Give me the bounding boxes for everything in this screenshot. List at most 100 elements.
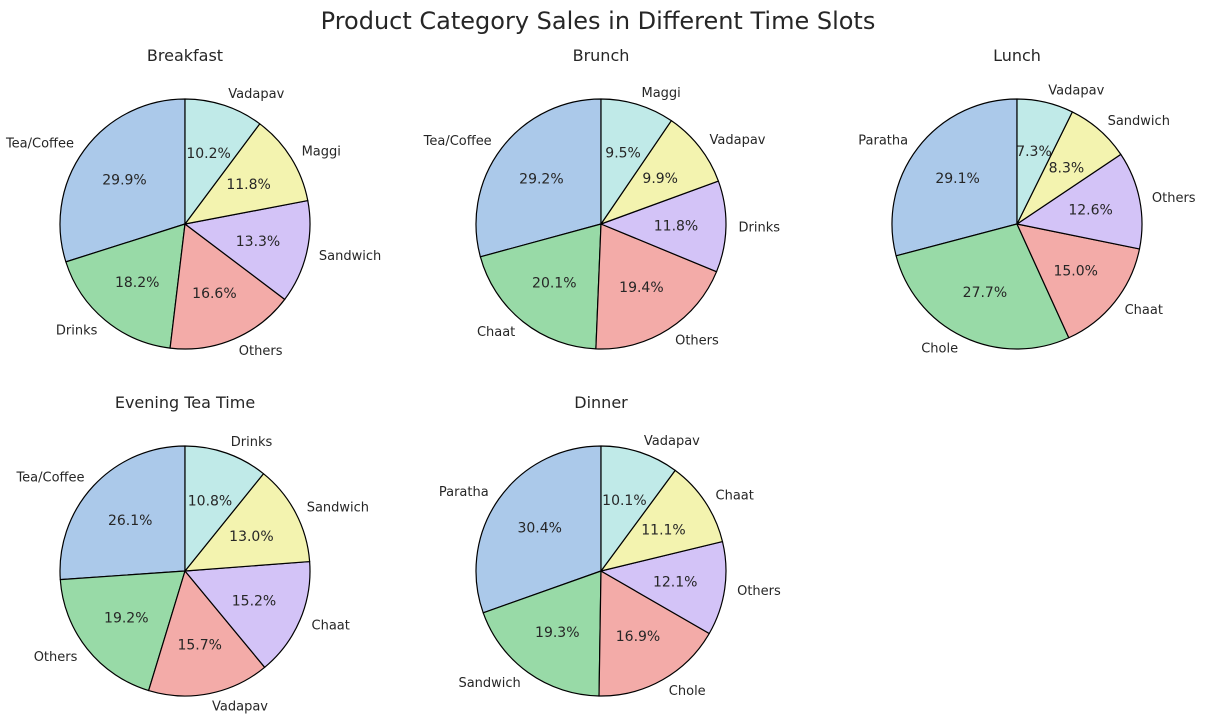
pie-category-label: Vadapav: [644, 434, 700, 449]
pie-slice-chaat: [600, 469, 724, 572]
pie-pct-label: 11.8%: [226, 177, 270, 193]
pie-slice-others: [59, 570, 186, 692]
pie-pct-label: 27.7%: [963, 285, 1007, 301]
pie-pct-label: 12.6%: [1068, 203, 1112, 219]
pie-pct-label: 26.1%: [108, 513, 152, 529]
pie-title: Dinner: [574, 393, 628, 412]
pie-category-label: Sandwich: [1108, 114, 1170, 129]
pie-slice-sandwich: [482, 570, 602, 697]
pie-slice-others: [595, 223, 718, 350]
pie-slice-tea-coffee: [59, 445, 186, 581]
pie-brunch: Brunch 29.2% Tea/Coffee 20.1% Chaat 19.4% Othe…: [423, 46, 781, 350]
pie-slice-others: [1016, 153, 1143, 250]
pie-title: Brunch: [573, 46, 630, 65]
pie-pct-label: 18.2%: [115, 275, 159, 291]
pie-title: Lunch: [993, 46, 1041, 65]
pie-pct-label: 13.0%: [229, 529, 273, 545]
pie-category-label: Chaat: [312, 618, 350, 633]
pie-pct-label: 16.9%: [616, 629, 660, 645]
pie-pct-label: 11.1%: [641, 523, 685, 539]
pie-category-label: Chaat: [1125, 303, 1163, 318]
pie-slice-vadapav: [600, 120, 719, 225]
pie-title: Evening Tea Time: [115, 393, 255, 412]
pie-category-label: Vadapav: [710, 133, 766, 148]
pie-category-label: Paratha: [439, 485, 489, 500]
pie-category-label: Chaat: [716, 488, 754, 503]
pie-charts: Breakfast 29.9% Tea/Coffee 18.2% Drinks 16.6%…: [5, 46, 1196, 714]
pie-slice-drinks: [600, 180, 727, 273]
pie-pct-label: 7.3%: [1016, 144, 1052, 160]
pie-category-label: Drinks: [56, 323, 98, 338]
pie-pct-label: 10.1%: [602, 493, 646, 509]
pie-pct-label: 30.4%: [517, 521, 561, 537]
pie-category-label: Others: [34, 650, 78, 665]
pie-category-label: Others: [737, 584, 781, 599]
pie-slice-sandwich: [184, 199, 311, 300]
pie-slice-sandwich: [184, 473, 311, 572]
pie-pct-label: 12.1%: [653, 575, 697, 591]
pie-slice-tea-coffee: [475, 98, 602, 258]
pie-slice-vadapav: [600, 445, 676, 572]
pie-pct-label: 20.1%: [532, 276, 576, 292]
pie-slice-tea-coffee: [59, 98, 186, 263]
pie-pct-label: 29.2%: [519, 172, 563, 188]
pie-category-label: Sandwich: [458, 676, 520, 691]
pie-slice-others: [600, 541, 727, 635]
pie-pct-label: 15.2%: [232, 593, 276, 609]
pie-category-label: Tea/Coffee: [15, 471, 84, 486]
pie-category-label: Maggi: [302, 145, 341, 160]
pie-category-label: Others: [675, 333, 719, 348]
pie-lunch: Lunch 29.1% Paratha 27.7% Chole 15.0% Chaat 12.…: [858, 46, 1196, 357]
pie-slice-chaat: [184, 560, 311, 668]
pie-slice-drinks: [65, 223, 186, 349]
pie-pct-label: 8.3%: [1049, 161, 1085, 177]
pie-category-label: Chole: [921, 342, 958, 357]
pie-slice-vadapav: [184, 98, 261, 225]
pie-slice-chole: [598, 570, 710, 697]
pie-pct-label: 15.0%: [1053, 264, 1097, 280]
pie-title: Breakfast: [147, 46, 223, 65]
pie-category-label: Chaat: [477, 325, 515, 340]
figure-title: Product Category Sales in Different Time…: [321, 7, 876, 35]
pie-pct-label: 10.2%: [186, 146, 230, 162]
pie-slice-paratha: [891, 98, 1018, 257]
pie-slice-vadapav: [1016, 98, 1073, 225]
pie-category-label: Vadapav: [1048, 84, 1104, 99]
pie-slice-others: [169, 223, 286, 350]
pie-category-label: Sandwich: [319, 249, 381, 264]
pie-category-label: Tea/Coffee: [423, 134, 492, 149]
pie-slice-vadapav: [148, 570, 266, 697]
pie-category-label: Sandwich: [307, 501, 369, 516]
pie-slice-maggi: [600, 98, 672, 225]
pie-pct-label: 29.9%: [102, 173, 146, 189]
pie-pct-label: 9.9%: [642, 171, 678, 187]
pie-slice-drinks: [184, 445, 265, 572]
pie-category-label: Vadapav: [228, 87, 284, 102]
pie-category-label: Vadapav: [212, 699, 268, 714]
pie-category-label: Chole: [669, 684, 706, 699]
pie-breakfast: Breakfast 29.9% Tea/Coffee 18.2% Drinks 16.6%…: [5, 46, 381, 359]
pie-pct-label: 29.1%: [935, 171, 979, 187]
pie-slice-paratha: [475, 445, 602, 614]
pie-category-label: Others: [239, 344, 283, 359]
pie-pct-label: 16.6%: [192, 286, 236, 302]
pie-pct-label: 9.5%: [605, 145, 641, 161]
pie-slice-chaat: [1016, 223, 1141, 339]
pie-category-label: Tea/Coffee: [5, 136, 74, 151]
pie-pct-label: 13.3%: [236, 234, 280, 250]
pie-pct-label: 19.3%: [535, 625, 579, 641]
pie-pct-label: 19.2%: [104, 611, 148, 627]
pie-slice-chaat: [479, 223, 602, 350]
pie-category-label: Drinks: [739, 220, 781, 235]
pie-pct-label: 11.8%: [654, 219, 698, 235]
pie-category-label: Maggi: [642, 86, 681, 101]
pie-slice-chole: [895, 223, 1070, 350]
pie-category-label: Drinks: [231, 435, 273, 450]
pie-slice-maggi: [184, 123, 309, 225]
pie-category-label: Paratha: [858, 134, 908, 149]
pie-pct-label: 19.4%: [619, 280, 663, 296]
pie-dinner: Dinner 30.4% Paratha 19.3% Sandwich 16.9% Chol…: [439, 393, 781, 699]
pie-pct-label: 10.8%: [188, 493, 232, 509]
pie-pct-label: 15.7%: [177, 638, 221, 654]
